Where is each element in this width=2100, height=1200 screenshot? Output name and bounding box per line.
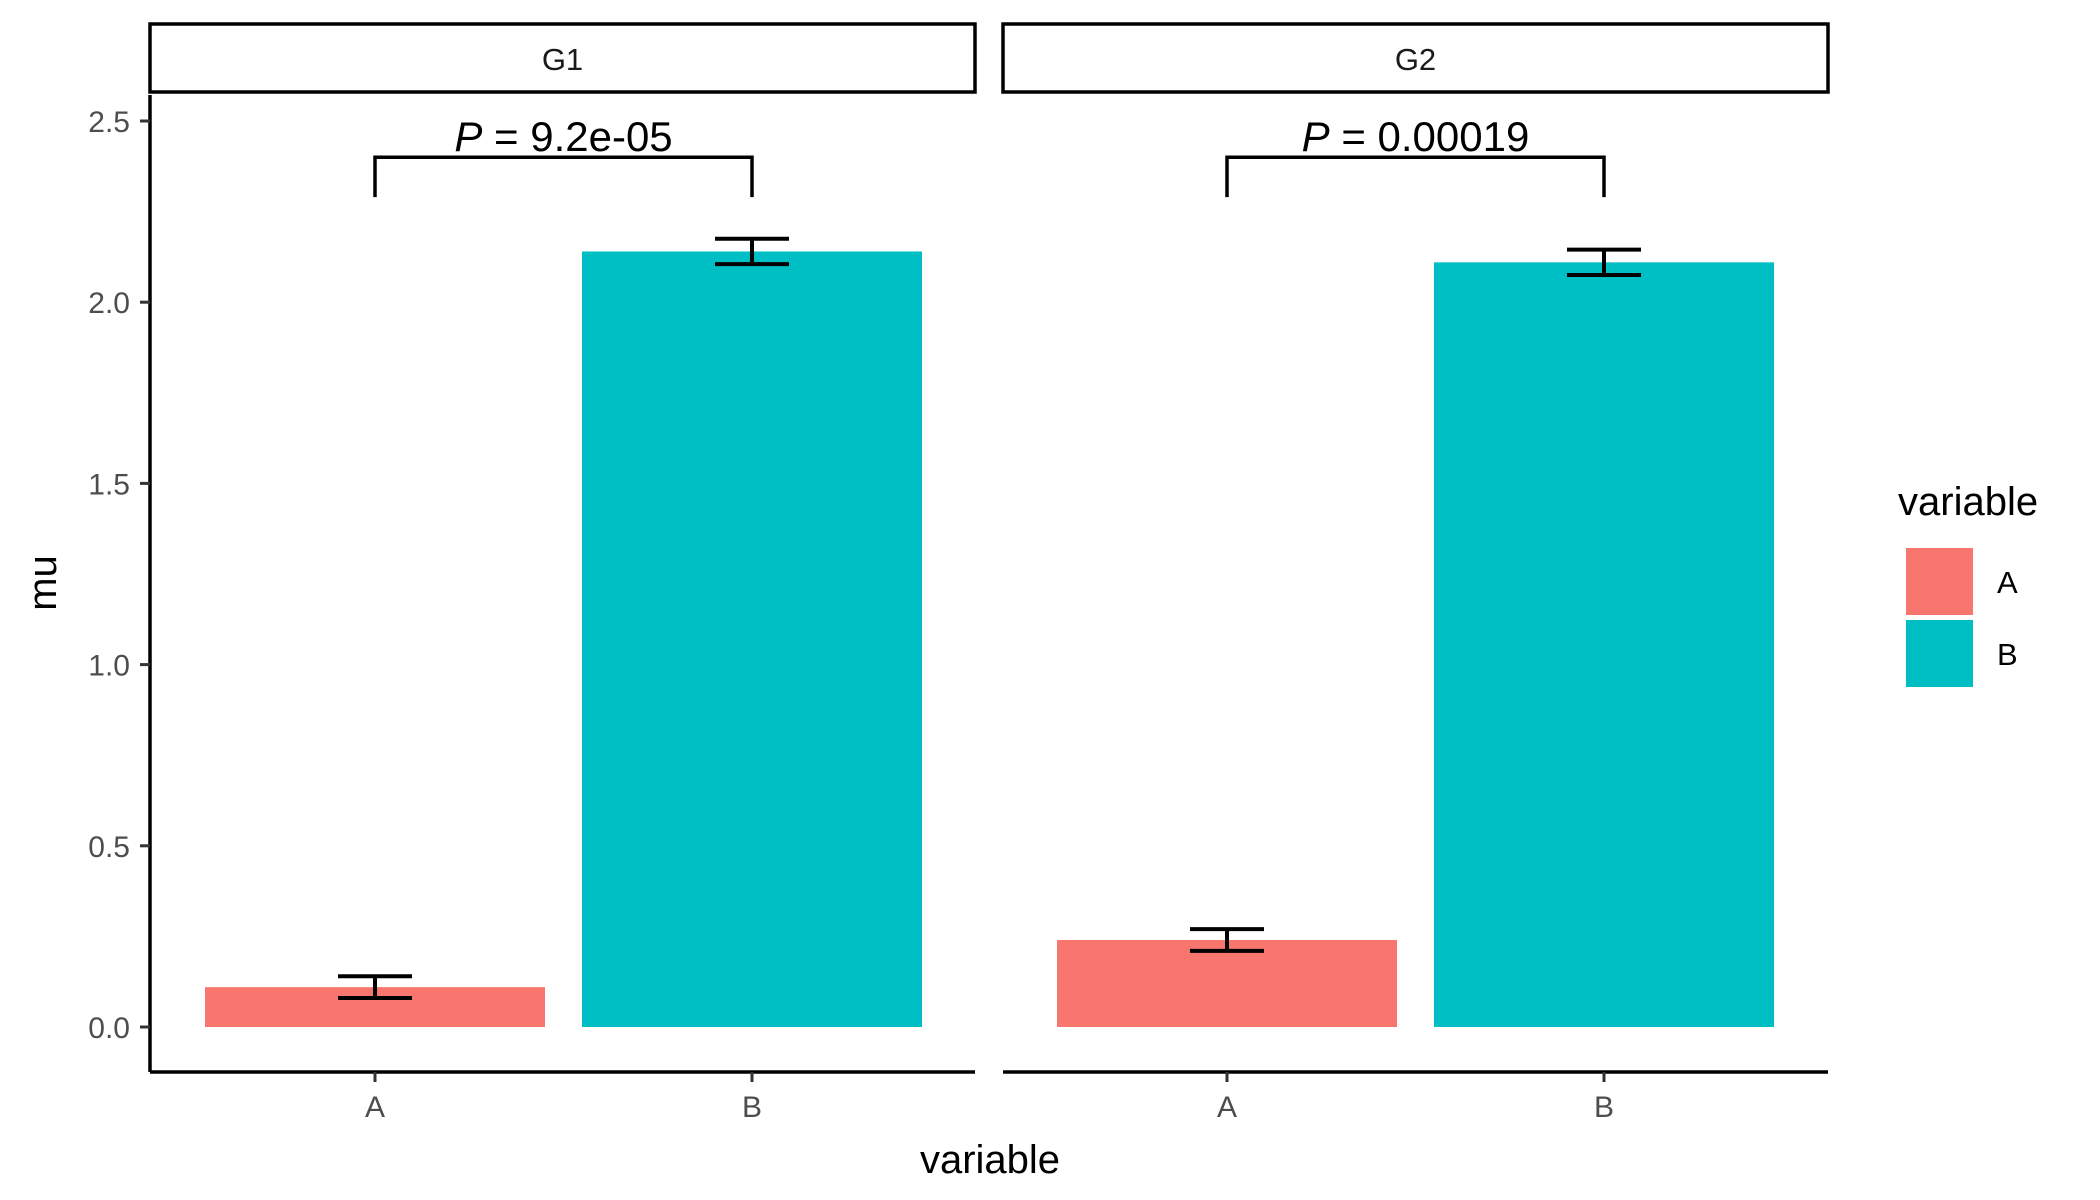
p-value: = 0.00019 <box>1330 113 1530 160</box>
x-tick-label: B <box>742 1091 762 1124</box>
legend: variable A B <box>1898 480 2038 687</box>
bar-a <box>1057 940 1397 1027</box>
bracket-line <box>1225 155 1606 198</box>
legend-label-a: A <box>1997 565 2018 600</box>
facet-strip <box>1001 22 1830 94</box>
significance-bracket <box>373 155 754 198</box>
legend-label-b: B <box>1997 637 2018 672</box>
facet-panels: G1 A B P = 9.2e-05 G2 A B P = 0.00019 <box>148 22 1830 1124</box>
legend-title: variable <box>1898 480 2038 524</box>
p-value-label: P = 0.00019 <box>1302 113 1530 160</box>
x-tick-label: A <box>365 1091 385 1124</box>
y-tick-label: 1.5 <box>88 468 130 501</box>
y-tick-label: 0.5 <box>88 831 130 864</box>
error-bar <box>1567 247 1641 278</box>
y-tick-label: 1.0 <box>88 650 130 683</box>
y-tick-label: 2.5 <box>88 106 130 139</box>
error-bar <box>715 236 789 267</box>
x-tick-label: A <box>1217 1091 1237 1124</box>
x-axis-title: variable <box>920 1138 1060 1182</box>
legend-key-b <box>1906 620 1973 687</box>
y-tick-label: 0.0 <box>88 1012 130 1045</box>
p-value-label: P = 9.2e-05 <box>454 113 672 160</box>
error-bar <box>1190 927 1264 953</box>
y-axis-title: mu <box>21 555 65 611</box>
p-value: = 9.2e-05 <box>482 113 672 160</box>
facet-g1: G1 A B P = 9.2e-05 <box>148 22 977 1124</box>
bracket-line <box>373 155 754 198</box>
bar-b <box>582 251 922 1028</box>
bar-b <box>1434 262 1774 1027</box>
y-tick-label: 2.0 <box>88 287 130 320</box>
facet-strip-label: G1 <box>542 42 583 77</box>
facet-strip-label: G2 <box>1395 42 1436 77</box>
legend-key-a <box>1906 548 1973 615</box>
p-symbol: P <box>1302 113 1330 160</box>
facet-g2: G2 A B P = 0.00019 <box>1001 22 1830 1124</box>
facet-strip <box>148 22 977 94</box>
p-symbol: P <box>454 113 482 160</box>
error-bar <box>338 974 412 1001</box>
y-axis: 0.0 0.5 1.0 1.5 2.0 2.5 <box>88 95 152 1072</box>
x-tick-label: B <box>1594 1091 1614 1124</box>
significance-bracket <box>1225 155 1606 198</box>
